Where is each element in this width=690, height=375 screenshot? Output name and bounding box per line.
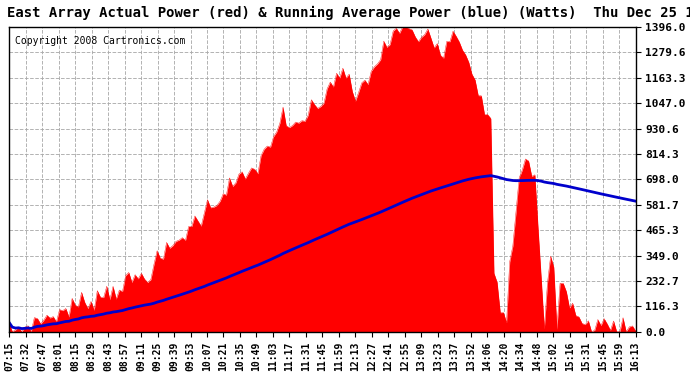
Text: East Array Actual Power (red) & Running Average Power (blue) (Watts)  Thu Dec 25: East Array Actual Power (red) & Running … — [7, 6, 690, 20]
Text: Copyright 2008 Cartronics.com: Copyright 2008 Cartronics.com — [15, 36, 186, 46]
